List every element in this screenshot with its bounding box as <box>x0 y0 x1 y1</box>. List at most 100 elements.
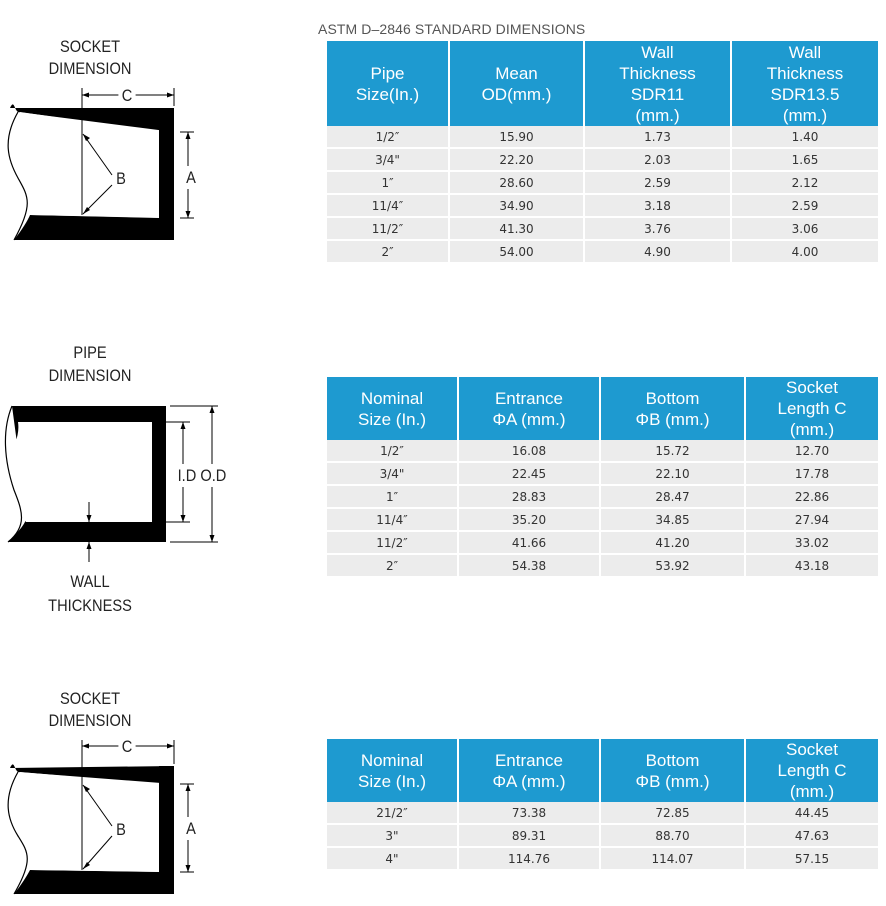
table-cell: 21/2″ <box>327 802 459 823</box>
table-cell: 34.85 <box>601 507 746 530</box>
table-row: 1/2″ 16.08 15.72 12.70 <box>327 440 878 461</box>
table-cell: 11/4″ <box>327 193 450 216</box>
table-cell: 2″ <box>327 239 450 262</box>
table-row: 4" 114.76 114.07 57.15 <box>327 846 878 869</box>
column-header-line: Wall <box>641 42 674 62</box>
table-cell: 22.10 <box>601 461 746 484</box>
diagram-title-line2: DIMENSION <box>48 366 132 385</box>
table-cell: 47.63 <box>746 823 878 846</box>
table-cell: 1.73 <box>585 126 732 147</box>
table-cell: 28.47 <box>601 484 746 507</box>
table-cell: 3.76 <box>585 216 732 239</box>
pipe-dimension-diagram: PIPE DIMENSION I.D O.D WALL THICKNESS <box>0 330 320 630</box>
table-cell: 35.20 <box>459 507 601 530</box>
column-header-line: ΦA (mm.) <box>492 771 566 791</box>
table-cell: 1″ <box>327 484 459 507</box>
dimension-b-label: B <box>116 820 126 839</box>
pipe-diagram-drawing <box>4 405 218 562</box>
column-header-line: Pipe <box>370 63 405 83</box>
table-cell: 3.06 <box>732 216 878 239</box>
table-cell: 114.07 <box>601 846 746 869</box>
table-cell: 28.83 <box>459 484 601 507</box>
diagram-title-line1: PIPE <box>73 343 107 362</box>
table-cell: 2.03 <box>585 147 732 170</box>
diagram-title-line2: DIMENSION <box>48 711 132 730</box>
table-row: 2″ 54.00 4.90 4.00 <box>327 239 878 262</box>
table-cell: 44.45 <box>746 802 878 823</box>
column-header-line: Bottom <box>645 750 700 770</box>
table-cell: 3.18 <box>585 193 732 216</box>
wall-label-line2: THICKNESS <box>48 596 132 615</box>
table-cell: 88.70 <box>601 823 746 846</box>
dimension-c-label: C <box>118 84 136 107</box>
pipe-dimensions-table: Pipe Size(In.) Mean OD(mm.) Wall Thickness SDR… <box>327 41 878 262</box>
table-row: 11/2″ 41.30 3.76 3.06 <box>327 216 878 239</box>
table-cell: 22.20 <box>450 147 585 170</box>
id-od-label: I.D O.D <box>169 464 235 487</box>
diagram-title-line1: SOCKET <box>59 37 121 56</box>
column-header: Socket Length C (mm.) <box>746 377 878 440</box>
table-cell: 11/4″ <box>327 507 459 530</box>
table-row: 3/4" 22.20 2.03 1.65 <box>327 147 878 170</box>
column-header-line: SDR13.5 <box>770 84 840 104</box>
table-cell: 22.45 <box>459 461 601 484</box>
socket-dimensions-table: Nominal Size (In.) Entrance ΦA (mm.) Bottom Φ… <box>327 377 878 576</box>
table-cell: 11/2″ <box>327 530 459 553</box>
column-header: Mean OD(mm.) <box>450 41 585 126</box>
table-cell: 43.18 <box>746 553 878 576</box>
table-row: 2″ 54.38 53.92 43.18 <box>327 553 878 576</box>
table-cell: 72.85 <box>601 802 746 823</box>
table-cell: 15.90 <box>450 126 585 147</box>
table-cell: 11/2″ <box>327 216 450 239</box>
column-header-line: (mm.) <box>789 420 835 439</box>
column-header-line: Nominal <box>360 750 424 770</box>
column-header: Nominal Size (In.) <box>327 739 459 802</box>
table-cell: 3/4" <box>327 147 450 170</box>
table-row: 21/2″ 73.38 72.85 44.45 <box>327 802 878 823</box>
table-cell: 1.65 <box>732 147 878 170</box>
table-header-row: Nominal Size (In.) Entrance ΦA (mm.) Bottom Φ… <box>327 377 878 440</box>
table-header-row: Nominal Size (In.) Entrance ΦA (mm.) Bottom Φ… <box>327 739 878 802</box>
column-header: Bottom ΦB (mm.) <box>601 377 746 440</box>
table-cell: 89.31 <box>459 823 601 846</box>
table-row: 3" 89.31 88.70 47.63 <box>327 823 878 846</box>
column-header-line: Entrance <box>494 388 564 408</box>
table-cell: 53.92 <box>601 553 746 576</box>
column-header-line: OD(mm.) <box>481 84 552 104</box>
dimension-a-label: A <box>182 817 200 840</box>
table-cell: 28.60 <box>450 170 585 193</box>
table-cell: 57.15 <box>746 846 878 869</box>
table-cell: 12.70 <box>746 440 878 461</box>
table-cell: 1/2″ <box>327 440 459 461</box>
column-header-line: (mm.) <box>782 105 828 125</box>
column-header-line: Wall <box>788 42 822 62</box>
column-header: Entrance ΦA (mm.) <box>459 377 601 440</box>
table-cell: 3/4" <box>327 461 459 484</box>
column-header: Wall Thickness SDR11 (mm.) <box>585 41 732 126</box>
column-header-line: Length C <box>777 761 847 780</box>
socket-dimension-diagram-bottom: SOCKET DIMENSION C B A <box>0 660 320 906</box>
column-header-line: Socket <box>786 378 838 397</box>
column-header-line: Socket <box>786 740 838 759</box>
table-row: 1/2″ 15.90 1.73 1.40 <box>327 126 878 147</box>
column-header: Socket Length C (mm.) <box>746 739 878 802</box>
socket-diagram-drawing <box>7 88 194 241</box>
socket-dimensions-large-table: Nominal Size (In.) Entrance ΦA (mm.) Bottom Φ… <box>327 739 878 869</box>
dimension-c-label: C <box>118 735 136 758</box>
table-header-row: Pipe Size(In.) Mean OD(mm.) Wall Thickness SDR… <box>327 41 878 126</box>
column-header-line: ΦB (mm.) <box>635 409 710 429</box>
table-row: 11/2″ 41.66 41.20 33.02 <box>327 530 878 553</box>
table-cell: 17.78 <box>746 461 878 484</box>
table-cell: 22.86 <box>746 484 878 507</box>
column-header-line: Nominal <box>360 388 424 408</box>
column-header-line: Size(In.) <box>355 84 420 104</box>
page-heading: ASTM D–2846 STANDARD DIMENSIONS <box>318 21 586 37</box>
table-cell: 4.00 <box>732 239 878 262</box>
dimension-b-label: B <box>116 169 126 188</box>
table-cell: 41.30 <box>450 216 585 239</box>
column-header-line: Length C <box>777 399 847 418</box>
column-header-line: (mm.) <box>789 782 835 801</box>
column-header: Nominal Size (In.) <box>327 377 459 440</box>
table-cell: 1/2″ <box>327 126 450 147</box>
socket-dimension-diagram-top: SOCKET DIMENSION C B A <box>0 0 320 280</box>
